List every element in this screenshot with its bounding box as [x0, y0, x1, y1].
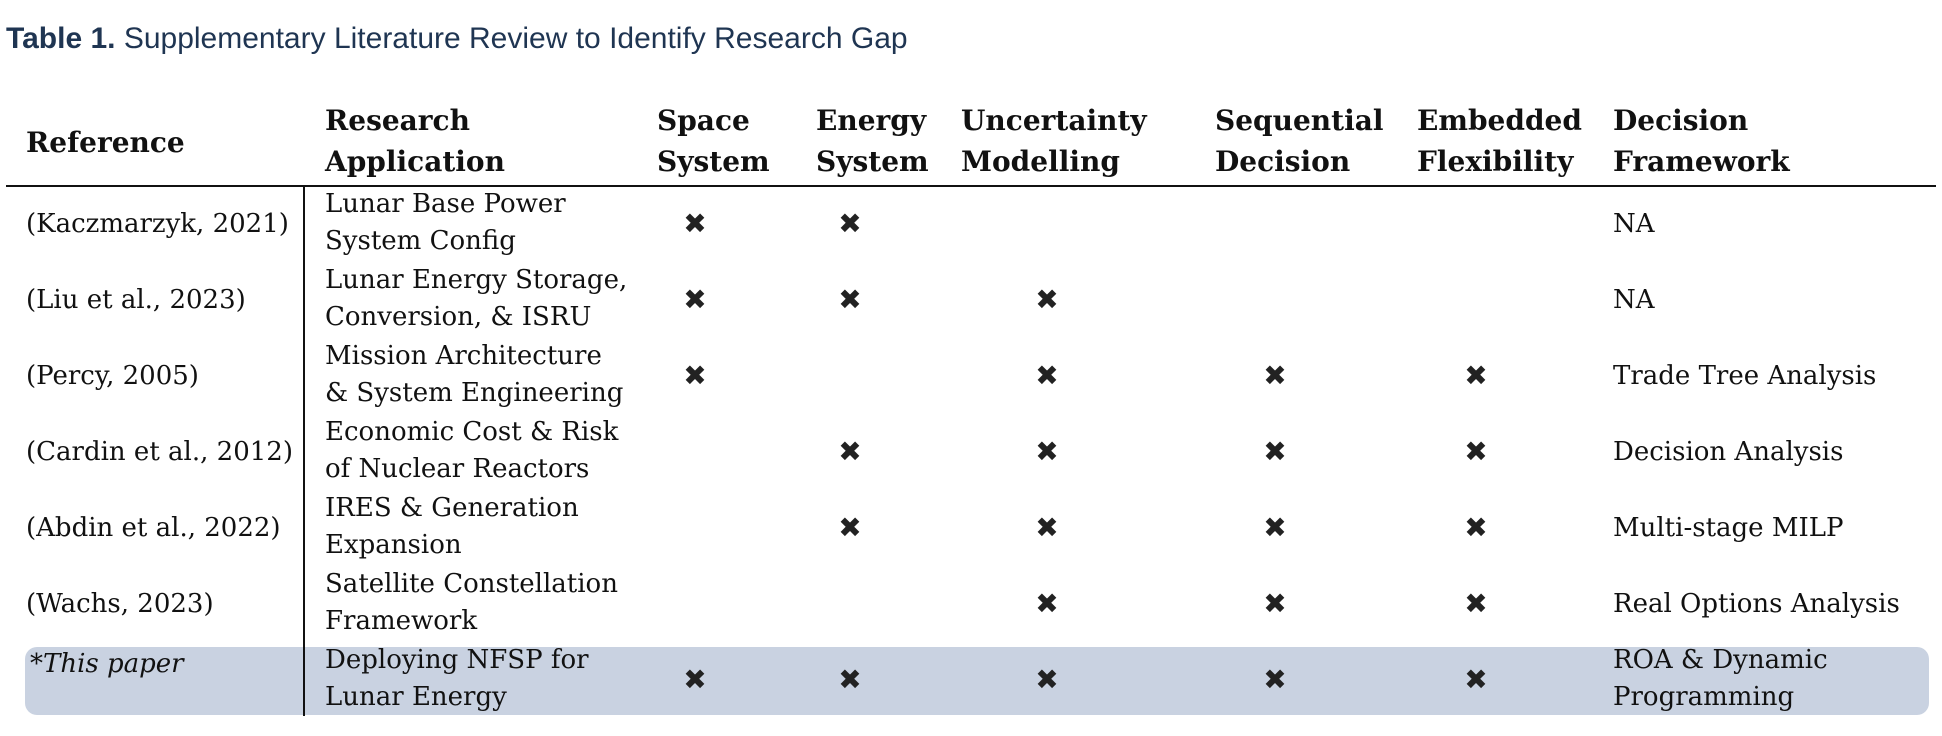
cell-decision-framework: Trade Tree Analysis: [1613, 338, 1876, 414]
cell-research-application-line: & System Engineering: [325, 378, 624, 408]
table-row: (Kaczmarzyk, 2021) Lunar Base Power System…: [0, 186, 1942, 262]
cell-decision-framework-line: Programming: [1613, 682, 1795, 712]
table-row: (Abdin et al., 2022) IRES & Generation Exp…: [0, 490, 1942, 566]
cell-research-application-line: Deploying NFSP for: [325, 645, 589, 675]
cell-research-application-line: Conversion, & ISRU: [325, 302, 592, 332]
header-sequential-decision: Sequential Decision: [1215, 104, 1384, 178]
cell-decision-framework-line: Multi-stage MILP: [1613, 513, 1844, 543]
this-paper-highlight: [25, 647, 1929, 715]
cell-decision-framework-line: NA: [1613, 285, 1655, 315]
cell-decision-framework-line: Trade Tree Analysis: [1613, 361, 1877, 391]
header-energy-system: Energy System: [816, 104, 929, 178]
cross-mark-icon: ✖: [1464, 511, 1488, 544]
header-embedded-flexibility: Embedded Flexibility: [1417, 104, 1582, 178]
cross-mark-icon: ✖: [683, 283, 707, 316]
cross-mark-icon: ✖: [1035, 435, 1059, 468]
cell-reference: (Wachs, 2023): [26, 589, 214, 619]
cell-research-application-line: IRES & Generation: [325, 493, 579, 523]
cross-mark-icon: ✖: [1464, 435, 1488, 468]
cross-mark-icon: ✖: [838, 207, 862, 240]
cross-mark-icon: ✖: [1035, 663, 1059, 696]
cross-mark-icon: ✖: [1035, 359, 1059, 392]
cross-mark-icon: ✖: [1464, 663, 1488, 696]
cell-decision-framework: Decision Analysis: [1613, 414, 1843, 490]
cross-mark-icon: ✖: [683, 359, 707, 392]
cell-research-application-line: Framework: [325, 606, 478, 636]
cell-research-application-line: Lunar Base Power: [325, 189, 566, 219]
cell-research-application-line: System Config: [325, 226, 516, 256]
cross-mark-icon: ✖: [838, 283, 862, 316]
table-row: *This paper Deploying NFSP for Lunar Energ…: [0, 642, 1942, 718]
cell-reference: (Kaczmarzyk, 2021): [26, 209, 289, 239]
table-row: (Cardin et al., 2012) Economic Cost & Ris…: [0, 414, 1942, 490]
cell-research-application-line: of Nuclear Reactors: [325, 454, 590, 484]
cell-research-application: Deploying NFSP for Lunar Energy: [325, 642, 589, 716]
cell-reference: (Liu et al., 2023): [26, 285, 246, 315]
cell-decision-framework-line: ROA & Dynamic: [1613, 645, 1828, 675]
cell-decision-framework-line: Decision Analysis: [1613, 437, 1844, 467]
cell-research-application-line: Mission Architecture: [325, 341, 602, 371]
cross-mark-icon: ✖: [1263, 511, 1287, 544]
table-row: (Wachs, 2023) Satellite Constellation Fram…: [0, 566, 1942, 642]
reference-column-rule: [303, 186, 305, 716]
header-decision-framework: Decision Framework: [1613, 104, 1790, 178]
cell-research-application: Satellite Constellation Framework: [325, 566, 618, 640]
cell-research-application: Lunar Base Power System Config: [325, 186, 566, 260]
cell-decision-framework: ROA & Dynamic Programming: [1613, 642, 1828, 716]
header-space-system: Space System: [657, 104, 770, 178]
cross-mark-icon: ✖: [838, 663, 862, 696]
cross-mark-icon: ✖: [838, 511, 862, 544]
cell-reference: *This paper: [30, 649, 184, 679]
table-caption-text: Supplementary Literature Review to Ident…: [123, 22, 908, 55]
header-research-application: Research Application: [325, 104, 505, 178]
cell-research-application-line: Satellite Constellation: [325, 569, 618, 599]
cell-research-application-line: Economic Cost & Risk: [325, 417, 619, 447]
cell-research-application-line: Lunar Energy Storage,: [325, 265, 628, 295]
header-rule: [6, 185, 1936, 187]
cross-mark-icon: ✖: [1035, 511, 1059, 544]
cell-research-application-line: Expansion: [325, 530, 462, 560]
cell-reference: (Cardin et al., 2012): [26, 437, 293, 467]
cross-mark-icon: ✖: [1035, 587, 1059, 620]
cross-mark-icon: ✖: [838, 435, 862, 468]
cell-decision-framework: Real Options Analysis: [1613, 566, 1900, 642]
table-header-row: Reference Research Application Space Syste…: [0, 100, 1942, 186]
cell-reference: (Percy, 2005): [26, 361, 199, 391]
cell-decision-framework: NA: [1613, 186, 1655, 262]
cell-research-application: Lunar Energy Storage, Conversion, & ISRU: [325, 262, 627, 336]
table-row: (Liu et al., 2023) Lunar Energy Storage, C…: [0, 262, 1942, 338]
cell-research-application: Mission Architecture & System Engineering: [325, 338, 623, 412]
cross-mark-icon: ✖: [1035, 283, 1059, 316]
table-caption-label: Table 1.: [6, 22, 116, 55]
table-row: (Percy, 2005) Mission Architecture & Syste…: [0, 338, 1942, 414]
cell-research-application: IRES & Generation Expansion: [325, 490, 579, 564]
cell-reference: (Abdin et al., 2022): [26, 513, 281, 543]
cross-mark-icon: ✖: [683, 207, 707, 240]
cell-research-application: Economic Cost & Risk of Nuclear Reactors: [325, 414, 618, 488]
cell-decision-framework-line: NA: [1613, 209, 1655, 239]
cell-decision-framework-line: Real Options Analysis: [1613, 589, 1900, 619]
cross-mark-icon: ✖: [1464, 359, 1488, 392]
cell-decision-framework: NA: [1613, 262, 1655, 338]
cross-mark-icon: ✖: [1464, 587, 1488, 620]
cross-mark-icon: ✖: [1263, 435, 1287, 468]
table-caption: Table 1. Supplementary Literature Review…: [6, 22, 908, 56]
cell-research-application-line: Lunar Energy: [325, 682, 507, 712]
cross-mark-icon: ✖: [1263, 587, 1287, 620]
cross-mark-icon: ✖: [1263, 359, 1287, 392]
cross-mark-icon: ✖: [1263, 663, 1287, 696]
header-uncertainty-modelling: Uncertainty Modelling: [961, 104, 1147, 178]
cross-mark-icon: ✖: [683, 663, 707, 696]
cell-decision-framework: Multi-stage MILP: [1613, 490, 1843, 566]
header-reference: Reference: [26, 126, 185, 159]
